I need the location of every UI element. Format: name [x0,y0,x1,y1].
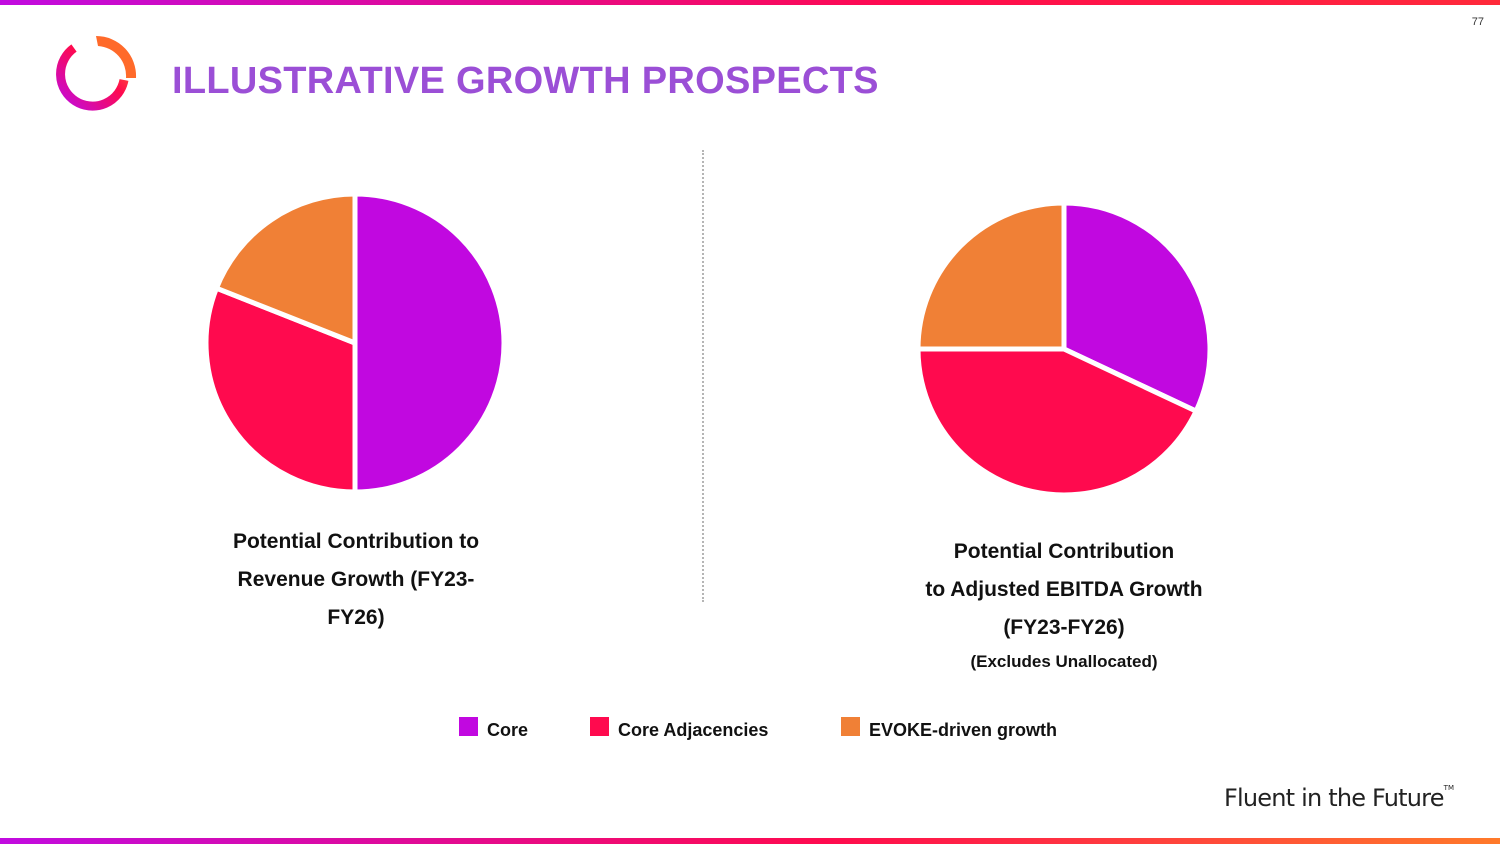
revenue-title-line-3: FY26) [327,606,385,629]
legend-label-evoke-driven-growth: EVOKE-driven growth [869,720,1058,740]
ebitda-title-note: (Excludes Unallocated) [970,652,1158,671]
top-accent-bar [0,0,1500,5]
ebitda-title-line-2: to Adjusted EBITDA Growth [925,578,1203,601]
legend-label-core: Core [487,720,529,740]
pie-slice-evoke-driven-growth [915,200,1067,352]
revenue-growth-pie-chart [203,191,507,495]
brand-logo-icon [56,35,137,111]
legend-swatch-core [459,717,478,736]
tagline: Fluent in the FutureTM [1224,784,1454,812]
chart-legend: Core Core Adjacencies EVOKE-driven growt… [0,717,1500,750]
revenue-chart-title: Potential Contribution to Revenue Growth… [196,523,516,637]
page-title: ILLUSTRATIVE GROWTH PROSPECTS [172,60,879,102]
revenue-title-line-2: Revenue Growth (FY23- [237,568,475,591]
pie-slice-core [352,191,507,495]
legend-item-core: Core [459,717,529,741]
ebitda-growth-pie-chart [915,200,1213,498]
ebitda-title-line-1: Potential Contribution [953,540,1175,563]
tagline-text: Fluent in the Future [1224,784,1444,812]
dotted-divider [702,150,704,602]
legend-swatch-evoke-driven-growth [841,717,860,736]
page-number: 77 [1471,16,1484,28]
legend-item-evoke-driven-growth: EVOKE-driven growth [841,717,1058,741]
legend-swatch-core-adjacencies [590,717,609,736]
pie-slice-core-adjacencies [915,346,1199,498]
pie-slice-core-adjacencies [203,285,358,495]
pie-slice-evoke-driven-growth [213,191,358,346]
pie-slice-core [1061,200,1213,414]
ebitda-title-line-3: (FY23-FY26) [1003,616,1125,639]
ebitda-chart-title: Potential Contribution to Adjusted EBITD… [884,533,1244,677]
bottom-accent-bar [0,838,1500,844]
trademark-mark: TM [1443,784,1454,792]
legend-item-core-adjacencies: Core Adjacencies [590,717,769,741]
legend-label-core-adjacencies: Core Adjacencies [618,720,769,740]
revenue-title-line-1: Potential Contribution to [232,530,480,553]
